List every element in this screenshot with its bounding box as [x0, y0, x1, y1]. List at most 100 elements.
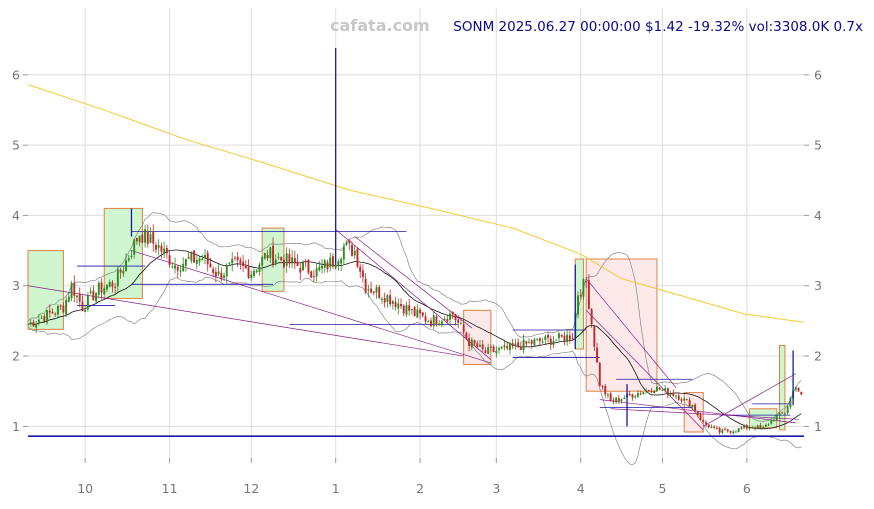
candle-body: [353, 250, 356, 256]
candle-body: [555, 339, 558, 341]
candle-body: [342, 246, 345, 260]
candle-body: [435, 316, 438, 325]
candle-body: [748, 427, 751, 429]
candle-body: [250, 274, 253, 279]
candle-body: [571, 338, 574, 340]
candle-body: [724, 429, 726, 431]
candle-body: [280, 256, 283, 261]
sma-long-line: [27, 84, 805, 323]
candle-body: [459, 323, 462, 325]
candle-body: [653, 391, 656, 394]
candle-body: [707, 424, 710, 428]
candle-body: [209, 263, 212, 268]
candle-body: [386, 295, 389, 302]
candle-body: [416, 309, 419, 318]
candle-body: [337, 261, 340, 266]
candle-body: [135, 238, 138, 242]
candle-body: [590, 309, 593, 325]
candle-body: [511, 343, 514, 347]
candle-body: [718, 427, 721, 433]
candle-body: [201, 258, 204, 261]
x-tick-label: 1: [332, 481, 340, 496]
candle-body: [193, 250, 196, 263]
y-tick-label-left: 3: [12, 278, 20, 293]
candle-body: [299, 267, 302, 273]
candle-body: [212, 269, 215, 274]
candle-body: [533, 339, 536, 346]
candle-body: [601, 385, 604, 387]
candle-body: [35, 323, 38, 328]
candle-body: [351, 245, 353, 256]
candle-body: [751, 427, 754, 429]
candle-body: [405, 305, 408, 315]
candle-body: [593, 325, 596, 347]
candle-body: [65, 299, 68, 315]
candle-body: [176, 266, 179, 271]
candle-body: [261, 256, 264, 266]
candle-body: [517, 342, 520, 347]
candle-body: [84, 309, 87, 312]
candle-body: [236, 256, 239, 260]
candle-body: [204, 254, 206, 259]
candle-body: [781, 412, 784, 414]
candle-body: [650, 391, 653, 393]
candle-body: [661, 389, 664, 391]
candle-body: [233, 257, 236, 259]
candle-body: [549, 338, 552, 345]
candle-body: [705, 422, 707, 425]
candle-body: [269, 247, 272, 259]
candle-body: [160, 245, 163, 252]
candle-body: [424, 316, 427, 322]
candle-body: [155, 244, 157, 250]
candle-body: [81, 301, 84, 312]
candle-body: [797, 387, 800, 392]
upper-band: [27, 212, 802, 422]
candle-body: [130, 255, 133, 258]
candle-body: [685, 399, 688, 401]
candle-body: [70, 283, 73, 299]
y-tick-label-right: 5: [814, 138, 822, 153]
candle-body: [144, 229, 147, 243]
x-tick-label: 10: [77, 481, 93, 496]
candle-body: [141, 234, 144, 243]
candle-body: [528, 341, 530, 343]
candle-body: [696, 411, 699, 415]
candle-body: [54, 313, 57, 315]
candle-body: [413, 307, 416, 316]
chart-header: SONM 2025.06.27 00:00:00 $1.42 -19.32% v…: [453, 19, 863, 35]
candle-body: [440, 321, 443, 326]
candle-body: [67, 296, 70, 302]
candle-body: [285, 253, 288, 266]
candle-body: [495, 350, 498, 354]
candle-body: [340, 258, 343, 264]
candle-body: [171, 266, 174, 268]
candle-body: [666, 388, 669, 395]
x-tick-label: 3: [492, 481, 500, 496]
candle-body: [476, 343, 479, 348]
candle-body: [43, 316, 46, 322]
candle-body: [274, 259, 277, 265]
candle-body: [315, 268, 318, 277]
candle-body: [481, 344, 484, 349]
candle-body: [604, 386, 607, 395]
candle-body: [484, 350, 487, 353]
candle-body: [656, 386, 658, 391]
candle-body: [462, 324, 465, 333]
candle-body: [198, 258, 201, 262]
candle-body: [381, 298, 383, 300]
candle-body: [48, 310, 51, 313]
candle-body: [658, 387, 661, 390]
x-tick-label: 2: [416, 481, 424, 496]
candle-body: [547, 335, 550, 338]
candle-body: [397, 303, 400, 309]
y-tick-label-right: 2: [814, 349, 822, 364]
candle-body: [182, 263, 185, 272]
candlesticks: [29, 48, 803, 435]
candle-body: [745, 425, 748, 429]
candle-body: [108, 282, 111, 287]
candle-body: [430, 320, 432, 327]
candle-body: [492, 346, 495, 353]
candle-body: [465, 332, 468, 339]
candle-body: [334, 265, 337, 269]
